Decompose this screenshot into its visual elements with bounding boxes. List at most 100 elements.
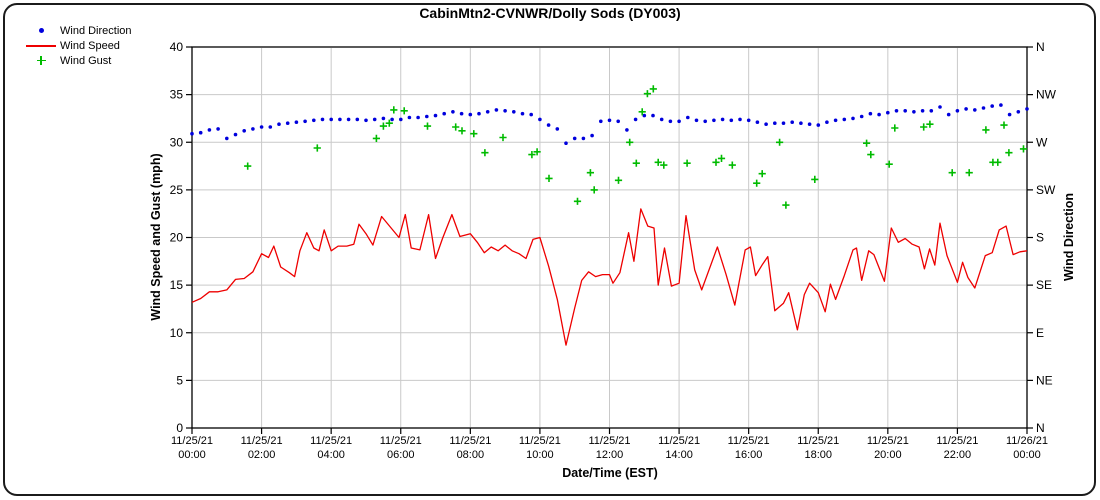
wind-direction-point xyxy=(207,128,212,132)
wind-gust-point xyxy=(632,159,640,167)
wind-direction-point xyxy=(1016,110,1021,114)
wind-direction-point xyxy=(729,118,734,123)
x-tick-label-time: 04:00 xyxy=(317,449,345,461)
wind-gust-point xyxy=(390,106,398,114)
wind-gust-point xyxy=(891,124,899,132)
y-left-tick-label: 25 xyxy=(170,183,184,197)
wind-gust-point xyxy=(626,138,634,146)
wind-gust-point xyxy=(863,139,871,147)
x-tick-label-time: 08:00 xyxy=(457,449,485,461)
wind-direction-point xyxy=(416,115,420,120)
wind-gust-point xyxy=(920,123,928,131)
wind-gust-point xyxy=(885,160,893,168)
wind-gust-plus-icon xyxy=(36,56,46,65)
wind-direction-point xyxy=(877,112,881,117)
wind-direction-point xyxy=(546,123,551,127)
wind-gust-point xyxy=(614,176,623,184)
legend-label: Wind Direction xyxy=(60,24,132,37)
wind-direction-point xyxy=(477,111,481,116)
x-tick-label-date: 11/26/21 xyxy=(1006,435,1048,447)
wind-direction-point xyxy=(329,117,334,122)
y-right-tick-label: W xyxy=(1036,135,1048,149)
wind-direction-point xyxy=(973,108,977,112)
x-axis-label: Date/Time (EST) xyxy=(562,466,658,480)
wind-direction-point xyxy=(651,113,655,118)
wind-gust-point xyxy=(528,151,536,159)
x-tick-label-time: 10:00 xyxy=(526,449,554,461)
x-tick-label-date: 11/25/21 xyxy=(936,435,978,447)
wind-direction-point xyxy=(346,117,351,122)
wind-direction-point xyxy=(233,132,238,137)
wind-direction-point xyxy=(198,130,203,135)
wind-direction-point xyxy=(781,121,786,125)
wind-direction-point xyxy=(712,118,716,123)
wind-direction-point xyxy=(399,117,403,122)
wind-direction-point xyxy=(807,122,812,126)
legend-label: Wind Gust xyxy=(60,54,112,67)
x-tick-label-time: 06:00 xyxy=(387,449,415,461)
wind-direction-point xyxy=(529,112,533,117)
wind-direction-point xyxy=(694,118,699,123)
wind-direction-point xyxy=(259,125,264,129)
legend-item-wind-direction: Wind Direction xyxy=(22,23,132,38)
wind-direction-point xyxy=(451,110,455,114)
wind-gust-point xyxy=(481,149,489,157)
wind-direction-point xyxy=(999,103,1003,107)
wind-direction-point xyxy=(790,120,794,124)
wind-gust-point xyxy=(717,154,726,162)
wind-direction-point xyxy=(468,112,473,117)
wind-direction-point xyxy=(512,110,516,114)
wind-gust-point xyxy=(1000,121,1008,129)
wind-gust-point xyxy=(385,119,393,127)
x-tick-label-time: 20:00 xyxy=(874,449,902,461)
x-tick-label-time: 16:00 xyxy=(735,449,763,461)
wind-gust-point xyxy=(776,138,784,146)
wind-direction-point xyxy=(277,122,281,126)
x-tick-label-date: 11/25/21 xyxy=(519,435,561,447)
wind-direction-point xyxy=(303,119,307,124)
wind-gust-point xyxy=(400,107,408,115)
wind-direction-point xyxy=(355,117,360,122)
y-right-tick-label: S xyxy=(1036,231,1044,245)
x-tick-label-date: 11/25/21 xyxy=(658,435,700,447)
wind-gust-point xyxy=(948,169,956,177)
wind-direction-point xyxy=(703,119,707,124)
wind-direction-point xyxy=(929,109,934,113)
wind-direction-point xyxy=(938,105,942,109)
y-right-tick-label: NW xyxy=(1036,88,1057,102)
wind-direction-point xyxy=(720,117,725,122)
wind-direction-point xyxy=(581,136,586,141)
wind-direction-point xyxy=(216,127,220,131)
x-tick-label-date: 11/25/21 xyxy=(380,435,422,447)
wind-gust-point xyxy=(926,120,934,128)
wind-gust-point xyxy=(758,170,766,178)
wind-gust-point xyxy=(573,197,582,205)
wind-direction-point xyxy=(364,118,368,123)
wind-direction-point xyxy=(633,117,638,122)
x-tick-label-date: 11/25/21 xyxy=(171,435,213,447)
wind-direction-point xyxy=(190,131,194,136)
wind-direction-point xyxy=(799,121,803,125)
wind-gust-point xyxy=(423,122,432,130)
wind-direction-point xyxy=(842,117,847,122)
wind-direction-point xyxy=(607,118,612,123)
x-tick-label-date: 11/25/21 xyxy=(797,435,839,447)
wind-direction-point xyxy=(294,120,299,124)
wind-direction-point xyxy=(538,117,542,122)
wind-direction-point xyxy=(677,119,681,124)
y-right-tick-label: NE xyxy=(1036,373,1053,387)
wind-direction-point xyxy=(851,116,855,121)
wind-gust-point xyxy=(452,123,460,131)
wind-gust-point xyxy=(458,127,466,135)
wind-direction-point xyxy=(668,119,673,124)
wind-direction-point xyxy=(338,117,342,122)
wind-gust-point xyxy=(811,175,819,183)
wind-direction-point xyxy=(572,136,577,141)
y-right-tick-label: N xyxy=(1036,421,1045,435)
y-right-tick-label: SE xyxy=(1036,278,1052,292)
wind-direction-point xyxy=(599,119,603,124)
wind-direction-point xyxy=(833,118,838,123)
wind-direction-point xyxy=(494,108,499,112)
y-right-tick-label: SW xyxy=(1036,183,1056,197)
wind-direction-point xyxy=(946,112,951,117)
